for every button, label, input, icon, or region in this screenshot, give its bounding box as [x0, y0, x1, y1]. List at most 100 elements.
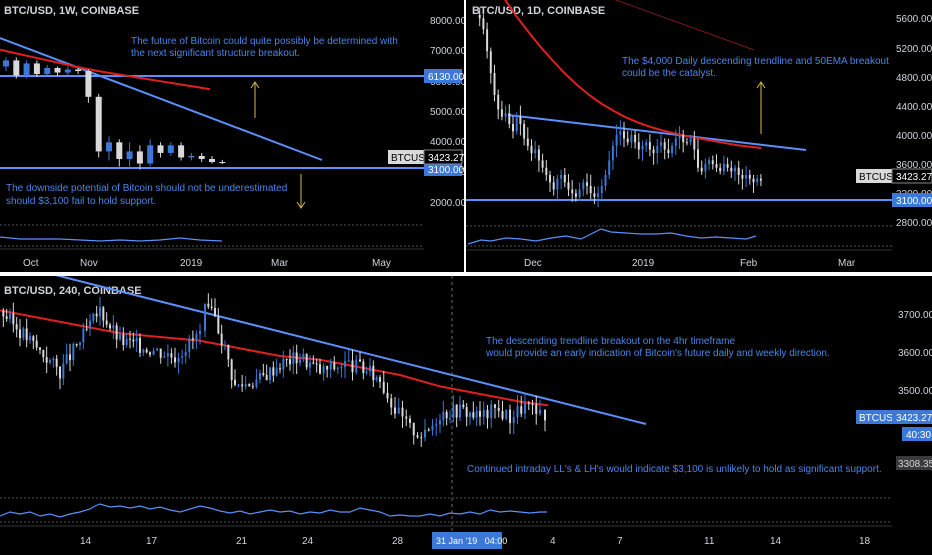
candle-body: [125, 338, 128, 346]
last-price-tag: [423, 149, 463, 165]
daily-chart-pane[interactable]: BTC/USD, 1D, COINBASE 5600.00 5200.00 48…: [466, 0, 932, 272]
candle-body: [237, 384, 240, 386]
crosshair-time-label: 31 Jan '19 04:00: [436, 536, 507, 546]
candle-body: [95, 313, 98, 317]
candle-body: [435, 424, 438, 426]
annotation-text[interactable]: The descending trendline breakout on the…: [485, 336, 830, 359]
candle-body: [708, 160, 711, 165]
down-arrow[interactable]: [296, 174, 306, 209]
candle-body: [537, 149, 540, 161]
descending-trendline[interactable]: [0, 260, 647, 425]
candle-body: [490, 404, 493, 419]
candle-body: [544, 409, 546, 421]
h4-chart-pane[interactable]: BTC/USD, 240, COINBASE 3700.00 3600.00 3…: [0, 260, 932, 550]
candle-body: [89, 320, 91, 329]
candle-body: [282, 358, 285, 370]
candle-body: [501, 410, 504, 419]
y-tick-label: 5600.00: [896, 14, 932, 25]
candle-body: [508, 113, 511, 124]
candle-body: [452, 404, 455, 418]
candle-body: [32, 336, 35, 341]
candle-body: [65, 354, 68, 364]
candle-body: [207, 303, 210, 307]
candle-body: [711, 160, 714, 165]
candle-body: [505, 409, 508, 419]
candle-body: [145, 349, 148, 353]
candle-body: [379, 377, 381, 382]
candle-body: [439, 420, 441, 425]
candle-body: [726, 164, 729, 168]
candle-body: [82, 328, 85, 343]
candle-body: [682, 134, 685, 143]
x-tick-label: Mar: [271, 258, 289, 269]
x-axis[interactable]: Dec 2019 Feb Mar: [524, 258, 856, 269]
annotation-text[interactable]: The downside potential of Bitcoin should…: [6, 183, 290, 207]
candle-body: [652, 149, 655, 154]
h4-chart-svg[interactable]: BTC/USD, 240, COINBASE 3700.00 3600.00 3…: [0, 260, 932, 550]
candle-body: [44, 67, 51, 75]
annotation-text[interactable]: Continued intraday LL's & LH's would ind…: [467, 464, 882, 475]
crosshair-time-tag: [432, 532, 502, 549]
candle-body: [689, 138, 692, 143]
daily-chart-svg[interactable]: BTC/USD, 1D, COINBASE 5600.00 5200.00 48…: [466, 0, 932, 272]
candle-body: [549, 175, 551, 183]
candle-body: [479, 411, 481, 417]
candle-body: [326, 365, 329, 370]
candle-body: [465, 407, 468, 417]
up-arrow[interactable]: [250, 81, 260, 118]
candle-body: [597, 193, 600, 197]
candle-body: [482, 18, 485, 30]
candles-group: [478, 7, 762, 208]
candle-body: [401, 407, 404, 417]
candle-body: [336, 367, 339, 370]
candle-body: [394, 407, 396, 414]
candle-body: [756, 178, 759, 183]
y-tick-label: 4000.00: [430, 137, 464, 148]
x-axis[interactable]: 14 17 21 24 28 4 7 11 14 18: [80, 536, 871, 547]
pane-divider-horizontal[interactable]: [0, 272, 932, 276]
up-arrow[interactable]: [756, 81, 766, 134]
candle-body: [412, 422, 415, 436]
y-tick-label: 3600.00: [896, 160, 932, 171]
x-axis[interactable]: Oct Nov 2019 Mar May: [23, 258, 391, 269]
y-axis[interactable]: 8000.00 7000.00 6000.00 5000.00 4000.00 …: [430, 16, 467, 209]
ema-line: [0, 48, 211, 91]
long-term-trendline[interactable]: [615, 0, 755, 51]
candle-body: [224, 344, 226, 346]
level-price-tag: [892, 193, 932, 207]
descending-trendline[interactable]: [507, 114, 807, 151]
level-price-label: 3100.00: [896, 196, 932, 207]
candle-body: [497, 407, 500, 411]
annotation-text[interactable]: The future of Bitcoin could quite possib…: [131, 36, 401, 59]
x-tick-label: 7: [617, 536, 623, 547]
descending-trendline[interactable]: [0, 37, 323, 161]
candle-body: [397, 407, 400, 414]
candle-body: [167, 145, 174, 153]
candle-body: [262, 373, 265, 375]
x-tick-label: Oct: [23, 258, 39, 269]
candles-group: [2, 293, 546, 448]
candle-body: [722, 164, 725, 172]
candle-body: [512, 417, 515, 424]
candle-body: [279, 368, 281, 370]
candle-body: [289, 359, 291, 365]
candle-body: [420, 437, 423, 439]
candle-body: [156, 348, 159, 351]
candle-body: [685, 142, 688, 144]
y-tick-label: 3500.00: [898, 386, 932, 397]
candle-body: [99, 307, 101, 317]
annotation-text[interactable]: The $4,000 Daily descending trendline an…: [622, 56, 892, 79]
candle-body: [188, 338, 191, 352]
candle-body: [512, 124, 514, 132]
symbol-tag: [856, 410, 892, 424]
candle-body: [472, 412, 475, 418]
weekly-chart-svg[interactable]: BTC/USD, 1W, COINBASE 8000.00 7000.00 60…: [0, 0, 467, 272]
y-axis[interactable]: 3700.00 3600.00 3500.00: [898, 310, 932, 397]
candle-body: [105, 320, 108, 325]
candle-body: [115, 325, 118, 340]
candle-body: [509, 409, 511, 424]
candle-body: [188, 155, 195, 158]
pane-divider-vertical[interactable]: [464, 0, 466, 272]
weekly-chart-pane[interactable]: BTC/USD, 1W, COINBASE 8000.00 7000.00 60…: [0, 0, 467, 272]
candle-body: [178, 145, 185, 158]
